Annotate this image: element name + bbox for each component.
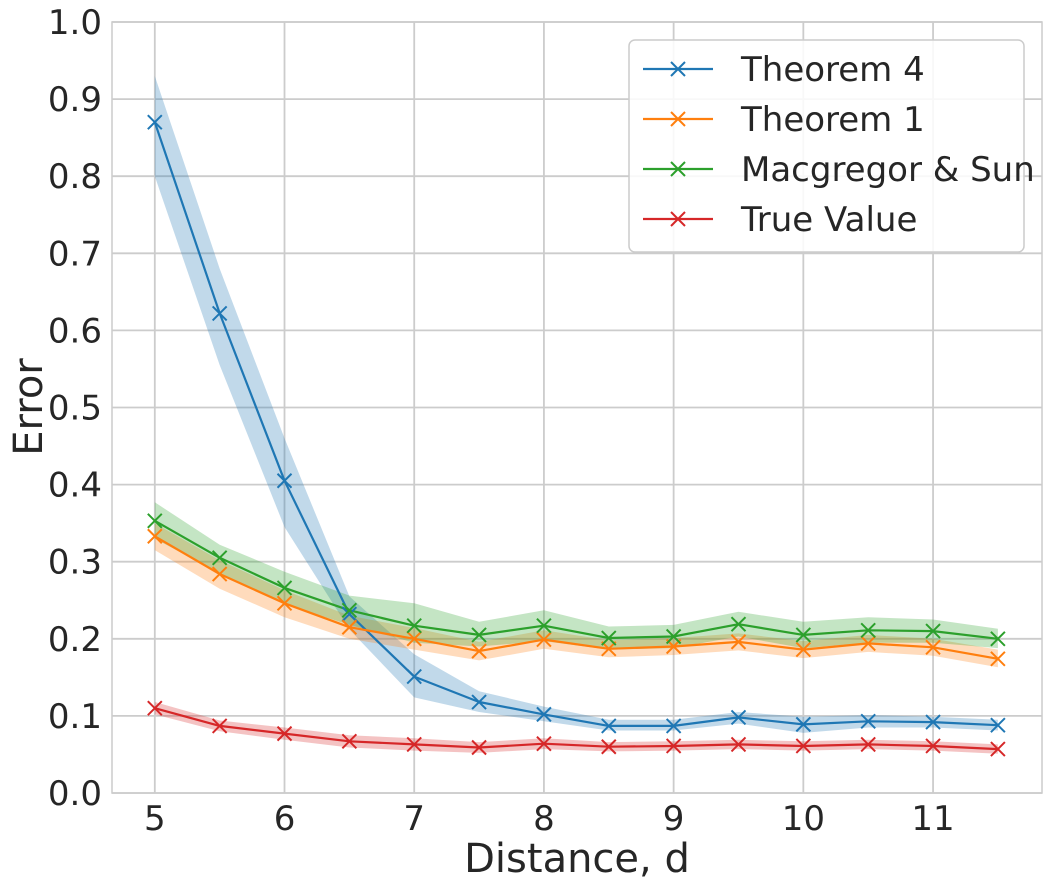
macgregor-sun-point (665, 628, 682, 645)
theorem-4-legend-marker (670, 61, 686, 77)
true-value-point (925, 738, 941, 754)
theorem-4-point (925, 714, 941, 730)
true-value-band (154, 702, 998, 754)
true-value-point (990, 741, 1006, 757)
macgregor-sun-point (471, 627, 487, 643)
macgregor-sun-point (990, 631, 1006, 647)
true-value-point (276, 725, 293, 742)
y-tick-label: 0.9 (48, 80, 102, 120)
y-tick-label: 0.5 (48, 389, 102, 429)
theorem-4-line (153, 121, 998, 728)
macgregor-sun-point (341, 602, 358, 618)
theorem-1-point (536, 631, 552, 648)
theorem-1-point (471, 643, 487, 659)
macgregor-sun-point (730, 616, 747, 632)
true-value-point (211, 718, 228, 734)
theorem-4-point (601, 718, 617, 734)
theorem-1-point (795, 641, 812, 658)
theorem-1-point (860, 635, 876, 652)
y-tick-label: 0.0 (48, 774, 102, 814)
theorem-4-point (795, 716, 812, 733)
theorem-1-point (730, 634, 747, 650)
true-value-legend-label: True Value (740, 200, 917, 240)
y-tick-label: 0.1 (48, 697, 102, 737)
y-tick-label: 0.7 (48, 234, 102, 274)
theorem-1-legend-marker (670, 111, 686, 127)
theorem-4-point (406, 668, 422, 685)
macgregor-sun-point (601, 630, 617, 646)
theorem-1-band (154, 523, 998, 668)
true-value-line (154, 707, 998, 751)
theorem-1-line (154, 535, 999, 660)
theorem-4-point (276, 473, 293, 489)
true-value-point (471, 739, 487, 756)
macgregor-sun-legend-marker (670, 161, 686, 177)
x-tick-label: 8 (533, 799, 555, 839)
y-tick-label: 0.8 (48, 157, 102, 197)
theorem-1-point (990, 651, 1006, 667)
macgregor-sun-point (147, 513, 163, 529)
x-tick-label: 10 (782, 799, 825, 839)
theorem-1-point (147, 528, 163, 544)
theorem-1-point (276, 595, 293, 612)
y-tick-label: 0.6 (48, 311, 102, 351)
y-tick-labels: 0.0 0.1 0.2 0.3 0.4 0.5 0.6 0.7 0.8 0.9 1.0 (48, 3, 102, 814)
x-tick-label: 11 (911, 799, 954, 839)
x-tick-label: 7 (403, 799, 425, 839)
series-lines (153, 121, 999, 751)
theorem-1-legend-label: Theorem 1 (740, 100, 925, 140)
y-tick-label: 1.0 (48, 3, 102, 43)
true-value-point (795, 738, 812, 754)
legend[interactable]: Theorem 4 Theorem 1 Macgregor & Sun True Va… (628, 39, 1035, 253)
legend-frame (628, 39, 1025, 253)
theorem-4-point (147, 114, 163, 130)
plot-frame (111, 21, 1043, 794)
series-markers (147, 114, 1006, 757)
theorem-4-point (536, 706, 552, 723)
y-tick-label: 0.4 (48, 466, 102, 506)
macgregor-sun-point (536, 617, 552, 634)
true-value-point (341, 733, 358, 750)
theorem-1-point (341, 619, 358, 635)
confidence-bands (154, 76, 998, 754)
theorem-4-point (341, 606, 358, 622)
x-tick-label: 9 (663, 799, 685, 839)
x-tick-label: 5 (144, 799, 166, 839)
macgregor-sun-point (795, 627, 812, 643)
theorem-4-point (860, 713, 876, 730)
macgregor-sun-legend-label: Macgregor & Sun (741, 150, 1035, 190)
macgregor-sun-band (154, 502, 998, 650)
macgregor-sun-point (211, 550, 228, 566)
true-value-point (730, 736, 747, 753)
theorem-4-legend-label: Theorem 4 (740, 50, 925, 90)
x-tick-label: 6 (274, 799, 296, 839)
theorem-4-point (730, 709, 747, 726)
theorem-4-point (471, 694, 487, 710)
macgregor-sun-point (406, 617, 422, 634)
theorem-1-point (211, 566, 228, 582)
macgregor-sun-point (925, 623, 941, 639)
theorem-4-point (990, 717, 1006, 733)
true-value-point (860, 736, 876, 753)
y-tick-label: 0.2 (48, 620, 102, 660)
theorem-1-point (925, 639, 941, 655)
macgregor-sun-point (860, 622, 876, 639)
true-value-point (406, 736, 422, 753)
theorem-1-point (406, 631, 422, 647)
x-tick-labels: 5 6 7 8 9 10 11 (144, 799, 955, 839)
true-value-legend-marker (670, 211, 686, 227)
y-axis-label: Error (6, 358, 52, 456)
y-tick-label: 0.3 (48, 543, 102, 583)
x-axis-label: Distance, d (464, 836, 690, 882)
true-value-point (536, 735, 552, 752)
macgregor-sun-point (276, 580, 293, 596)
macgregor-sun-line (154, 519, 999, 640)
theorem-4-point (211, 305, 228, 322)
theorem-1-point (601, 641, 617, 657)
true-value-point (601, 739, 617, 755)
true-value-point (147, 700, 163, 716)
theorem-4-point (665, 718, 682, 734)
true-value-point (665, 738, 682, 754)
